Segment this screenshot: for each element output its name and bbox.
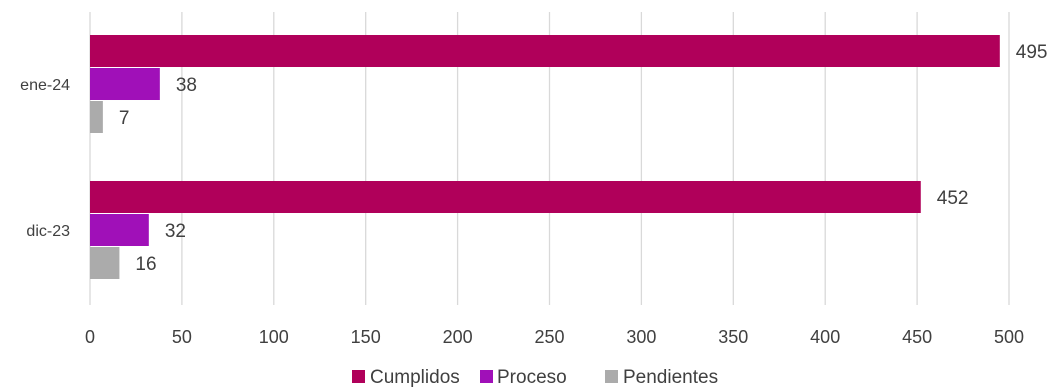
legend-label: Pendientes [623, 367, 718, 387]
axes: 0 50 100 150 200 250 300 350 400 450 500 ene-24 dic-… [20, 77, 1024, 347]
legend-swatch [352, 370, 365, 383]
x-tick-label: 400 [810, 327, 840, 347]
bar [90, 101, 103, 133]
legend-swatch [480, 370, 493, 383]
bar [90, 68, 160, 100]
bar [90, 214, 149, 246]
bar [90, 247, 120, 279]
x-tick-label: 250 [534, 327, 564, 347]
data-label: 38 [176, 75, 197, 96]
bar [90, 35, 1000, 67]
data-label: 452 [937, 188, 969, 209]
data-label: 7 [119, 108, 130, 129]
x-tick-label: 100 [259, 327, 289, 347]
legend: Cumplidos Proceso Pendientes [352, 367, 718, 387]
x-tick-label: 300 [626, 327, 656, 347]
x-tick-label: 350 [718, 327, 748, 347]
y-category-label: ene-24 [20, 77, 70, 94]
y-category-label: dic-23 [26, 223, 70, 240]
x-tick-label: 450 [902, 327, 932, 347]
x-tick-label: 150 [351, 327, 381, 347]
bars [90, 35, 1000, 279]
legend-label: Proceso [497, 367, 567, 387]
data-label: 16 [135, 254, 156, 275]
data-label: 495 [1016, 42, 1048, 63]
bar [90, 181, 921, 213]
x-tick-label: 200 [443, 327, 473, 347]
x-tick-label: 50 [172, 327, 192, 347]
x-tick-label: 500 [994, 327, 1024, 347]
data-labels: 495 38 7 452 32 16 [119, 42, 1048, 275]
legend-label: Cumplidos [370, 367, 460, 387]
data-label: 32 [165, 221, 186, 242]
x-tick-label: 0 [85, 327, 95, 347]
legend-swatch [605, 370, 618, 383]
